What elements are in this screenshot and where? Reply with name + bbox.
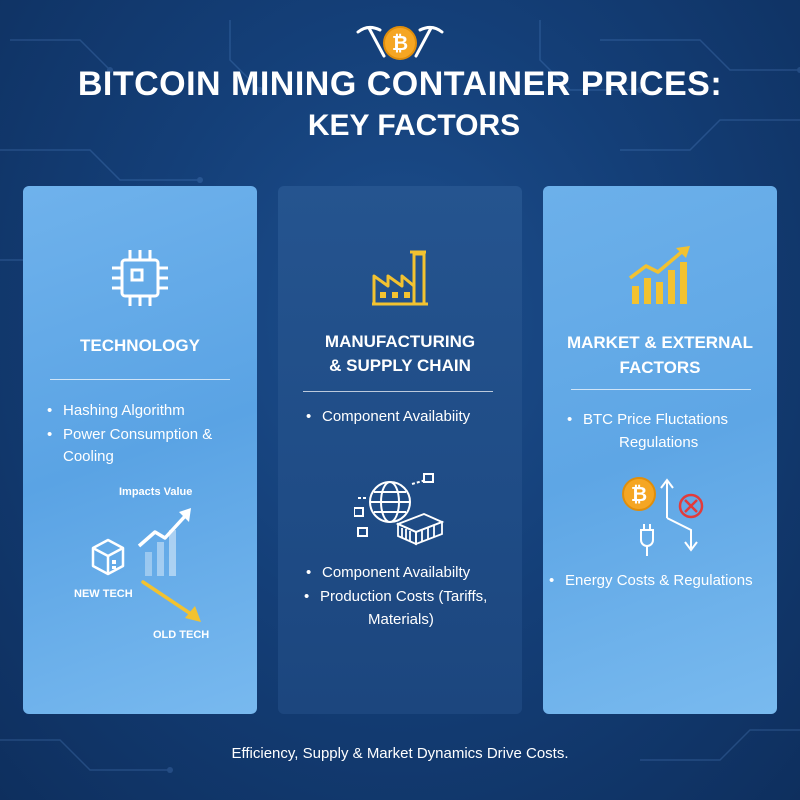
market-bullet-bottom: • Energy Costs & Regulations — [549, 572, 753, 589]
page-subtitle: KEY FACTORS — [307, 109, 521, 142]
manufacturing-heading-line1: MANUFACTURING — [324, 332, 476, 351]
manufacturing-bullet-top: • Component Availabiity — [306, 408, 471, 425]
technology-bullet-2-cont: Cooling — [63, 448, 114, 465]
svg-text:₿: ₿ — [392, 33, 408, 55]
factory-icon — [372, 250, 428, 306]
rising-bar-chart-icon — [628, 246, 690, 304]
technology-divider — [50, 379, 230, 380]
rising-arrow-icon — [137, 508, 191, 576]
manufacturing-bullet-2: • Production Costs (Tariffs, — [304, 588, 488, 605]
svg-text:₿: ₿ — [631, 484, 647, 506]
card-technology: TECHNOLOGY • Hashing Algorithm • Power Con… — [23, 186, 257, 714]
page-title: BITCOIN MINING CONTAINER PRICES: — [77, 65, 723, 103]
pickaxes-bitcoin-icon: ₿ — [356, 25, 444, 60]
market-divider — [571, 389, 751, 390]
old-tech-label: OLD TECH — [153, 629, 210, 641]
market-heading-line1: MARKET & EXTERNAL — [566, 333, 754, 352]
descending-arrow-icon — [141, 580, 201, 622]
microchip-icon — [112, 250, 168, 306]
technology-bullet-1: • Hashing Algorithm — [47, 402, 185, 419]
impacts-value-label: Impacts Value — [119, 486, 193, 498]
market-bullet-top-cont: Regulations — [619, 434, 699, 451]
manufacturing-bullet-1: • Component Availabilty — [306, 564, 471, 581]
new-tech-label: NEW TECH — [74, 588, 133, 600]
card-manufacturing: MANUFACTURING & SUPPLY CHAIN • Component … — [278, 186, 522, 714]
manufacturing-heading-line2: & SUPPLY CHAIN — [329, 356, 471, 375]
footer-caption: Efficiency, Supply & Market Dynamics Dri… — [231, 745, 569, 762]
technology-heading: TECHNOLOGY — [80, 336, 200, 355]
card-market: MARKET & EXTERNAL FACTORS • BTC Price Flu… — [543, 186, 777, 714]
bitcoin-plug-blocked-icon: ₿ — [622, 477, 704, 556]
globe-shipping-containers-icon — [354, 473, 445, 546]
manufacturing-divider — [303, 391, 493, 392]
technology-bullet-2: • Power Consumption & — [47, 426, 213, 443]
market-bullet-top: • BTC Price Fluctations — [567, 411, 729, 428]
container-box-icon — [91, 538, 125, 576]
manufacturing-bullet-2-cont: Materials) — [368, 611, 434, 628]
market-heading-line2: FACTORS — [619, 358, 701, 377]
